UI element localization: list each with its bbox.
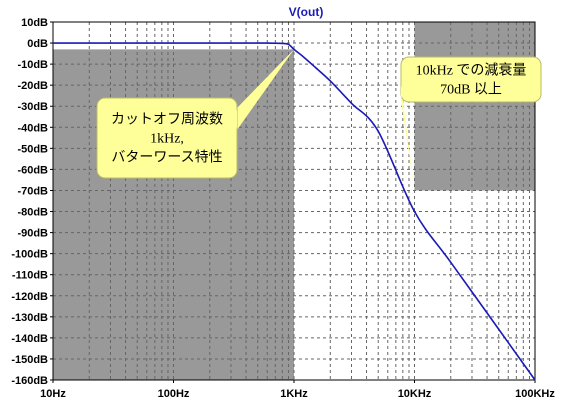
y-tick-label: -100dB [11,249,48,261]
callout-1: カットオフ周波数 1kHz, バターワース特性 [96,49,294,179]
y-tick-label: 10dB [21,17,48,29]
callout-text-line: 70dB 以上 [440,82,502,98]
y-tick-label: -50dB [17,143,48,155]
y-axis-ticks: 10dB 0dB -10dB -20dB -30dB -40dB -50dB -60dB -70… [11,17,53,387]
callout-text-line: 1kHz, [150,132,184,147]
callout-box [96,97,238,179]
callout-box [400,56,542,103]
y-tick-label: -150dB [11,354,48,366]
y-tick-label: -20dB [17,80,48,92]
callout-pointer-join [235,109,237,129]
y-tick-label: -140dB [11,333,48,345]
callout-text-line: カットオフ周波数 [111,112,223,128]
callout-text-line: 10kHz での減衰量 [416,62,527,79]
y-tick-label: -130dB [11,312,48,324]
callout-text-line: バターワース特性 [111,150,222,166]
y-tick-label: -10dB [17,59,48,71]
y-tick-label: -60dB [17,164,48,176]
y-tick-label: -120dB [11,291,48,303]
callouts: カットオフ周波数 1kHz, バターワース特性 10kHz での減衰量 70dB 以上 [96,49,542,191]
y-tick-label: 0dB [27,38,48,50]
callout-2: 10kHz での減衰量 70dB 以上 [400,56,542,191]
y-tick-label: -110dB [12,270,48,282]
x-tick-label: 10Hz [40,388,66,400]
x-tick-label: 100KHz [515,388,555,400]
y-tick-label: -40dB [17,122,48,134]
x-tick-label: 1KHz [280,388,308,400]
y-tick-label: -30dB [17,101,48,113]
x-tick-label: 10KHz [398,388,432,400]
callout-pointer [401,85,415,191]
series-line-vout [53,42,536,381]
y-tick-label: -70dB [17,185,48,197]
callout-pointer [237,49,294,130]
y-tick-label: -80dB [17,207,48,219]
y-tick-label: -160dB [11,375,48,387]
x-tick-label: 100Hz [158,388,190,400]
x-axis-ticks: 10Hz 100Hz 1KHz 10KHz 100KHz [40,380,555,400]
chart-title: V(out) [289,5,324,19]
callout-pointer-join [401,86,403,99]
y-tick-label: -90dB [17,228,48,240]
series [53,42,536,381]
